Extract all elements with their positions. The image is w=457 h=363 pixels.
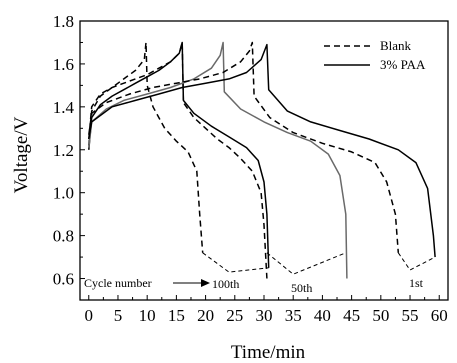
guide-1st [397,252,436,271]
x-tick-label: 10 [139,306,156,325]
x-tick-label: 45 [343,306,360,325]
x-tick-label: 20 [197,306,214,325]
guide-100th [202,252,269,273]
x-tick-label: 0 [85,306,94,325]
legend-label-blank: Blank [380,38,412,53]
y-tick-label: 1.4 [53,98,75,117]
series-blank-1st-line [88,41,400,253]
x-tick-label: 15 [168,306,185,325]
annotation-lines [202,252,436,275]
cycle-1st-label: 1st [409,276,424,290]
y-axis-title: Voltage/V [11,116,32,193]
x-tick-label: 25 [226,306,243,325]
series-paa-1st-line [88,43,436,258]
x-tick-label: 40 [314,306,331,325]
axis-ticks [80,20,440,300]
x-tick-label: 30 [256,306,273,325]
cycle-50th-label: 50th [291,281,312,295]
x-tick-label: 60 [431,306,448,325]
y-tick-label: 0.6 [53,270,74,289]
series-blank-100th-line [88,41,204,253]
y-tick-label: 1.8 [53,12,74,31]
cycle-100th-label: 100th [212,277,239,291]
y-tick-label: 1.2 [53,141,74,160]
x-axis-title: Time/min [231,342,306,363]
legend-label-paa: 3% PAA [380,57,426,72]
y-tick-label: 1.0 [53,184,74,203]
cycle-annotations: Cycle number 100th 50th 1st [84,276,424,295]
axis-tick-labels: 0 5 10 15 20 25 30 35 40 45 50 55 60 0.6 0.8 1.0 1.2 1.4 1… [53,12,448,325]
chart-curves [88,41,436,279]
series-blank-50th-line [88,41,268,279]
x-tick-label: 55 [402,306,419,325]
series-paa-50th-line [88,41,348,279]
cycle-number-arrow-head [201,279,210,287]
y-tick-label: 0.8 [53,227,74,246]
x-tick-label: 50 [372,306,389,325]
y-tick-label: 1.6 [53,55,74,74]
guide-50th [266,252,346,275]
legend: Blank 3% PAA [324,38,426,72]
series-paa-100th-line [88,41,270,268]
x-tick-label: 5 [114,306,123,325]
x-tick-label: 35 [285,306,302,325]
cycle-number-label: Cycle number [84,276,152,290]
